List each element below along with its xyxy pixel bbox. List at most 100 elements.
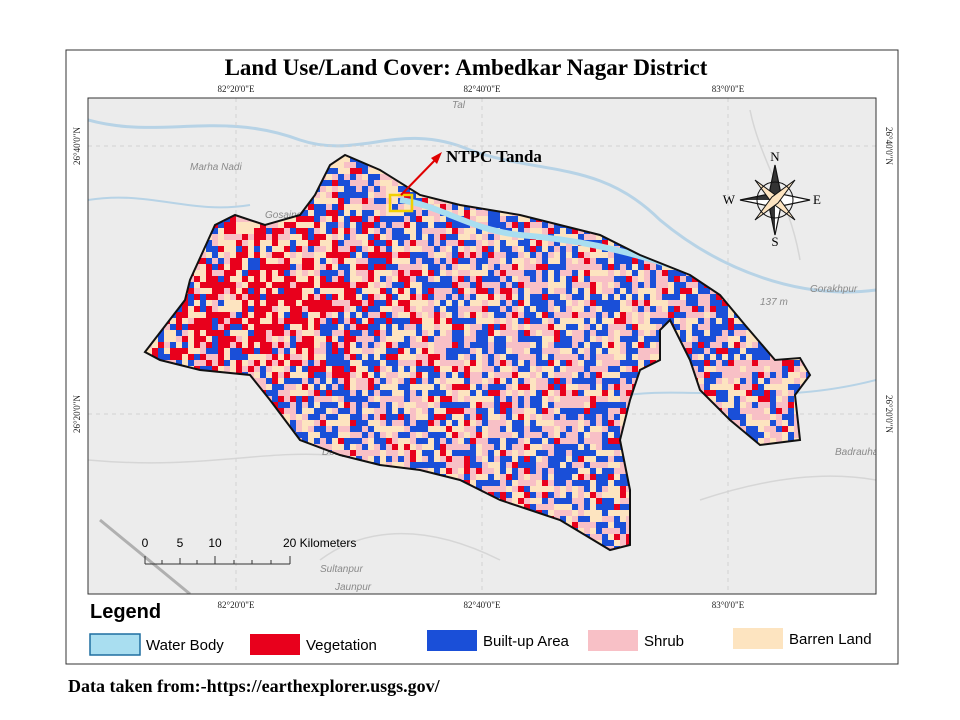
landcover-cell bbox=[380, 252, 386, 258]
landcover-cell bbox=[794, 360, 800, 366]
landcover-cell bbox=[284, 228, 290, 234]
landcover-cell bbox=[614, 330, 620, 336]
landcover-cell bbox=[548, 294, 554, 300]
landcover-cell bbox=[296, 240, 302, 246]
landcover-cell bbox=[428, 288, 434, 294]
landcover-cell bbox=[362, 222, 368, 228]
landcover-cell bbox=[542, 342, 548, 348]
landcover-cell bbox=[548, 228, 554, 234]
landcover-cell bbox=[428, 246, 434, 252]
landcover-cell bbox=[764, 360, 770, 366]
landcover-cell bbox=[224, 354, 230, 360]
landcover-cell bbox=[722, 372, 728, 378]
landcover-cell bbox=[380, 348, 386, 354]
landcover-cell bbox=[446, 348, 452, 354]
landcover-cell bbox=[326, 306, 332, 312]
landcover-cell bbox=[446, 384, 452, 390]
landcover-cell bbox=[626, 276, 632, 282]
landcover-cell bbox=[554, 360, 560, 366]
landcover-cell bbox=[542, 240, 548, 246]
landcover-cell bbox=[584, 312, 590, 318]
landcover-cell bbox=[290, 216, 296, 222]
landcover-cell bbox=[290, 396, 296, 402]
place-label: Badrauhan bbox=[835, 447, 884, 458]
landcover-cell bbox=[290, 348, 296, 354]
landcover-cell bbox=[608, 240, 614, 246]
landcover-cell bbox=[422, 258, 428, 264]
landcover-cell bbox=[572, 252, 578, 258]
landcover-cell bbox=[188, 324, 194, 330]
landcover-cell bbox=[320, 366, 326, 372]
landcover-cell bbox=[632, 264, 638, 270]
landcover-cell bbox=[332, 204, 338, 210]
landcover-cell bbox=[368, 288, 374, 294]
landcover-cell bbox=[542, 354, 548, 360]
landcover-cell bbox=[542, 294, 548, 300]
landcover-cell bbox=[404, 312, 410, 318]
landcover-cell bbox=[368, 234, 374, 240]
landcover-cell bbox=[674, 306, 680, 312]
landcover-cell bbox=[404, 258, 410, 264]
landcover-cell bbox=[488, 300, 494, 306]
landcover-cell bbox=[422, 198, 428, 204]
landcover-cell bbox=[482, 270, 488, 276]
landcover-cell bbox=[620, 306, 626, 312]
landcover-cell bbox=[614, 288, 620, 294]
landcover-cell bbox=[758, 378, 764, 384]
landcover-cell bbox=[488, 408, 494, 414]
landcover-cell bbox=[596, 342, 602, 348]
landcover-cell bbox=[440, 366, 446, 372]
landcover-cell bbox=[554, 336, 560, 342]
landcover-cell bbox=[512, 294, 518, 300]
landcover-cell bbox=[548, 258, 554, 264]
landcover-cell bbox=[392, 222, 398, 228]
landcover-cell bbox=[332, 168, 338, 174]
landcover-cell bbox=[290, 306, 296, 312]
landcover-cell bbox=[488, 318, 494, 324]
landcover-cell bbox=[632, 372, 638, 378]
landcover-cell bbox=[224, 246, 230, 252]
landcover-cell bbox=[482, 306, 488, 312]
landcover-cell bbox=[608, 384, 614, 390]
landcover-cell bbox=[362, 174, 368, 180]
landcover-cell bbox=[470, 240, 476, 246]
landcover-cell bbox=[362, 162, 368, 168]
landcover-cell bbox=[596, 240, 602, 246]
landcover-cell bbox=[758, 354, 764, 360]
landcover-cell bbox=[338, 174, 344, 180]
landcover-cell bbox=[554, 330, 560, 336]
landcover-cell bbox=[338, 378, 344, 384]
landcover-cell bbox=[314, 216, 320, 222]
landcover-cell bbox=[422, 348, 428, 354]
landcover-cell bbox=[374, 210, 380, 216]
landcover-cell bbox=[428, 276, 434, 282]
landcover-cell bbox=[272, 360, 278, 366]
landcover-cell bbox=[338, 240, 344, 246]
landcover-cell bbox=[530, 240, 536, 246]
landcover-cell bbox=[278, 288, 284, 294]
landcover-cell bbox=[248, 294, 254, 300]
landcover-cell bbox=[584, 336, 590, 342]
landcover-cell bbox=[356, 192, 362, 198]
landcover-cell bbox=[308, 408, 314, 414]
landcover-cell bbox=[194, 300, 200, 306]
landcover-cell bbox=[398, 408, 404, 414]
landcover-cell bbox=[602, 336, 608, 342]
landcover-cell bbox=[266, 264, 272, 270]
landcover-cell bbox=[536, 408, 542, 414]
landcover-cell bbox=[614, 258, 620, 264]
landcover-cell bbox=[566, 312, 572, 318]
landcover-cell bbox=[488, 366, 494, 372]
landcover-cell bbox=[254, 264, 260, 270]
landcover-cell bbox=[356, 174, 362, 180]
landcover-cell bbox=[392, 348, 398, 354]
landcover-cell bbox=[302, 330, 308, 336]
landcover-cell bbox=[566, 396, 572, 402]
landcover-cell bbox=[434, 318, 440, 324]
landcover-cell bbox=[524, 390, 530, 396]
landcover-cell bbox=[536, 300, 542, 306]
landcover-cell bbox=[500, 264, 506, 270]
landcover-cell bbox=[194, 288, 200, 294]
landcover-cell bbox=[284, 366, 290, 372]
landcover-cell bbox=[440, 336, 446, 342]
